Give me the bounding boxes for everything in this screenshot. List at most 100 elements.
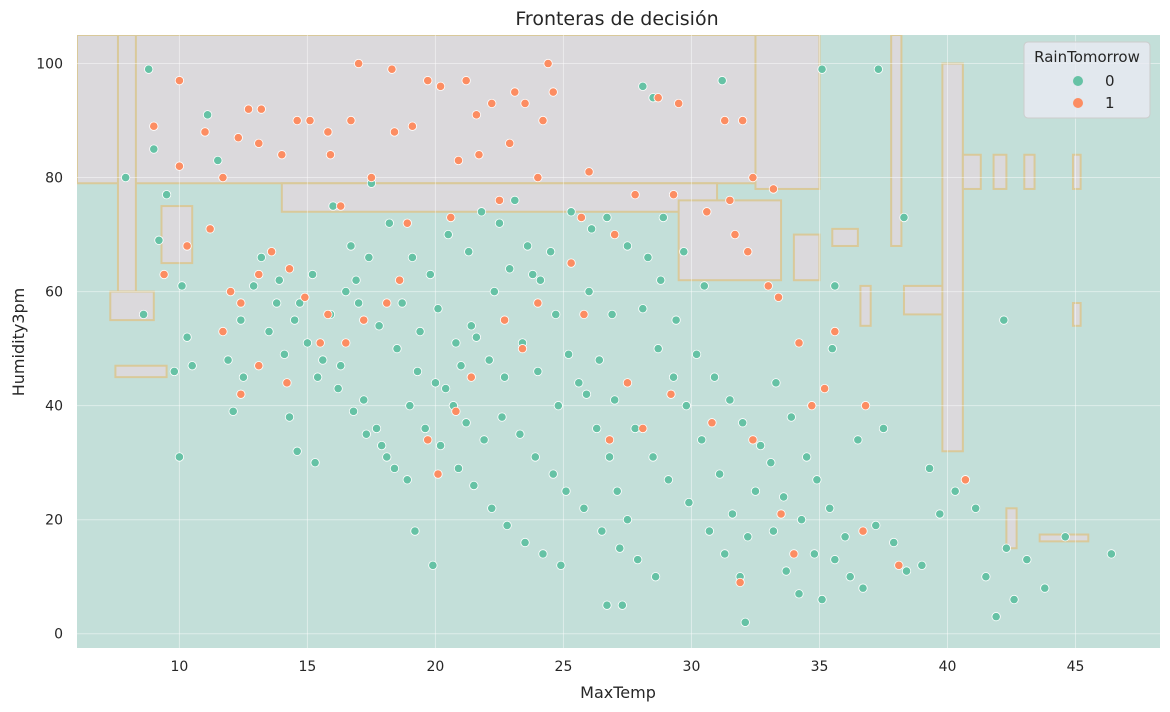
data-point-class-1 — [730, 229, 740, 240]
data-point-class-1 — [200, 127, 210, 137]
data-point-class-0 — [497, 412, 507, 422]
y-tick-label: 100 — [36, 57, 63, 73]
data-point-class-1 — [174, 76, 185, 86]
data-point-class-0 — [121, 172, 131, 183]
x-axis-label: MaxTemp — [580, 683, 656, 702]
data-point-class-0 — [420, 423, 430, 434]
data-point-class-0 — [279, 349, 289, 359]
data-point-class-0 — [384, 218, 394, 228]
data-point-class-1 — [653, 93, 663, 103]
data-point-class-0 — [663, 475, 674, 485]
data-point-class-0 — [771, 378, 781, 388]
data-point-class-1 — [346, 115, 356, 126]
data-point-class-0 — [228, 406, 238, 416]
data-point-class-1 — [576, 212, 586, 223]
data-point-class-1 — [735, 577, 745, 588]
data-point-class-0 — [435, 440, 446, 451]
data-point-class-1 — [638, 423, 648, 434]
data-point-class-0 — [476, 207, 487, 217]
data-point-class-0 — [138, 309, 149, 320]
data-point-class-0 — [574, 378, 584, 388]
data-point-class-1 — [300, 292, 310, 302]
data-point-class-0 — [505, 264, 515, 274]
data-point-class-1 — [960, 475, 971, 485]
data-point-class-0 — [548, 469, 558, 479]
decision-region-9 — [941, 62, 964, 453]
data-point-class-0 — [740, 617, 750, 627]
data-point-class-0 — [302, 338, 313, 348]
data-point-class-0 — [796, 515, 807, 525]
data-point-class-0 — [809, 549, 819, 559]
decision-region-4 — [116, 35, 137, 293]
data-point-class-1 — [566, 258, 576, 268]
data-point-class-1 — [471, 110, 482, 120]
decision-region-15 — [792, 233, 821, 282]
data-point-class-1 — [243, 104, 254, 114]
data-point-class-0 — [845, 572, 855, 582]
data-point-class-0 — [292, 446, 302, 456]
data-point-class-1 — [446, 212, 456, 223]
y-axis-ticks: 0 20 40 60 80 100 — [36, 57, 63, 643]
plot-area — [77, 35, 1160, 648]
data-point-class-0 — [295, 298, 305, 308]
data-point-class-1 — [763, 281, 773, 291]
data-point-class-0 — [991, 612, 1001, 622]
data-point-class-0 — [464, 247, 474, 257]
data-point-class-0 — [658, 212, 668, 223]
data-point-class-0 — [617, 600, 627, 610]
data-point-class-0 — [681, 401, 691, 411]
data-point-class-1 — [305, 115, 315, 126]
data-point-class-1 — [789, 549, 799, 559]
data-point-class-0 — [236, 315, 246, 325]
data-point-class-1 — [266, 247, 277, 257]
data-point-class-0 — [264, 326, 274, 337]
data-point-class-0 — [144, 64, 154, 74]
data-point-class-1 — [226, 287, 236, 297]
y-tick-label: 20 — [45, 513, 63, 529]
data-point-class-0 — [584, 287, 594, 297]
x-tick-label: 40 — [939, 659, 957, 675]
data-point-class-1 — [453, 155, 464, 166]
data-point-class-1 — [830, 326, 840, 337]
data-point-class-1 — [610, 229, 620, 240]
data-point-class-0 — [382, 452, 392, 462]
decision-regions — [77, 35, 1090, 550]
data-point-class-0 — [950, 486, 960, 496]
data-point-class-1 — [748, 435, 758, 445]
data-point-class-1 — [315, 338, 325, 348]
data-point-class-1 — [382, 298, 392, 308]
data-point-class-0 — [177, 281, 187, 291]
data-point-class-1 — [517, 344, 528, 354]
data-point-class-0 — [556, 560, 566, 570]
data-point-class-0 — [354, 298, 364, 308]
data-point-class-0 — [563, 349, 574, 359]
data-point-class-0 — [407, 252, 417, 262]
data-point-class-0 — [553, 401, 563, 411]
scatter-points — [121, 58, 1116, 627]
data-point-class-0 — [802, 452, 812, 462]
x-tick-label: 10 — [170, 659, 188, 675]
data-point-class-0 — [587, 224, 597, 234]
data-point-class-0 — [402, 475, 412, 485]
data-point-class-0 — [430, 378, 441, 388]
data-point-class-0 — [412, 366, 423, 377]
data-point-class-0 — [310, 458, 320, 468]
data-point-class-1 — [725, 195, 735, 205]
data-point-class-0 — [410, 526, 420, 536]
decision-region-2 — [677, 199, 783, 282]
decision-region-18 — [1071, 302, 1082, 327]
data-point-class-1 — [743, 247, 753, 257]
x-tick-label: 20 — [427, 659, 445, 675]
data-point-class-0 — [479, 435, 489, 445]
data-point-class-1 — [794, 338, 804, 348]
data-point-class-0 — [351, 275, 361, 285]
data-point-class-0 — [697, 435, 707, 445]
data-point-class-1 — [387, 64, 397, 74]
data-point-class-0 — [858, 583, 868, 593]
data-point-class-0 — [840, 532, 850, 542]
data-point-class-0 — [466, 321, 476, 331]
data-point-class-0 — [546, 247, 556, 257]
data-point-class-1 — [776, 509, 786, 519]
data-point-class-0 — [469, 480, 479, 491]
